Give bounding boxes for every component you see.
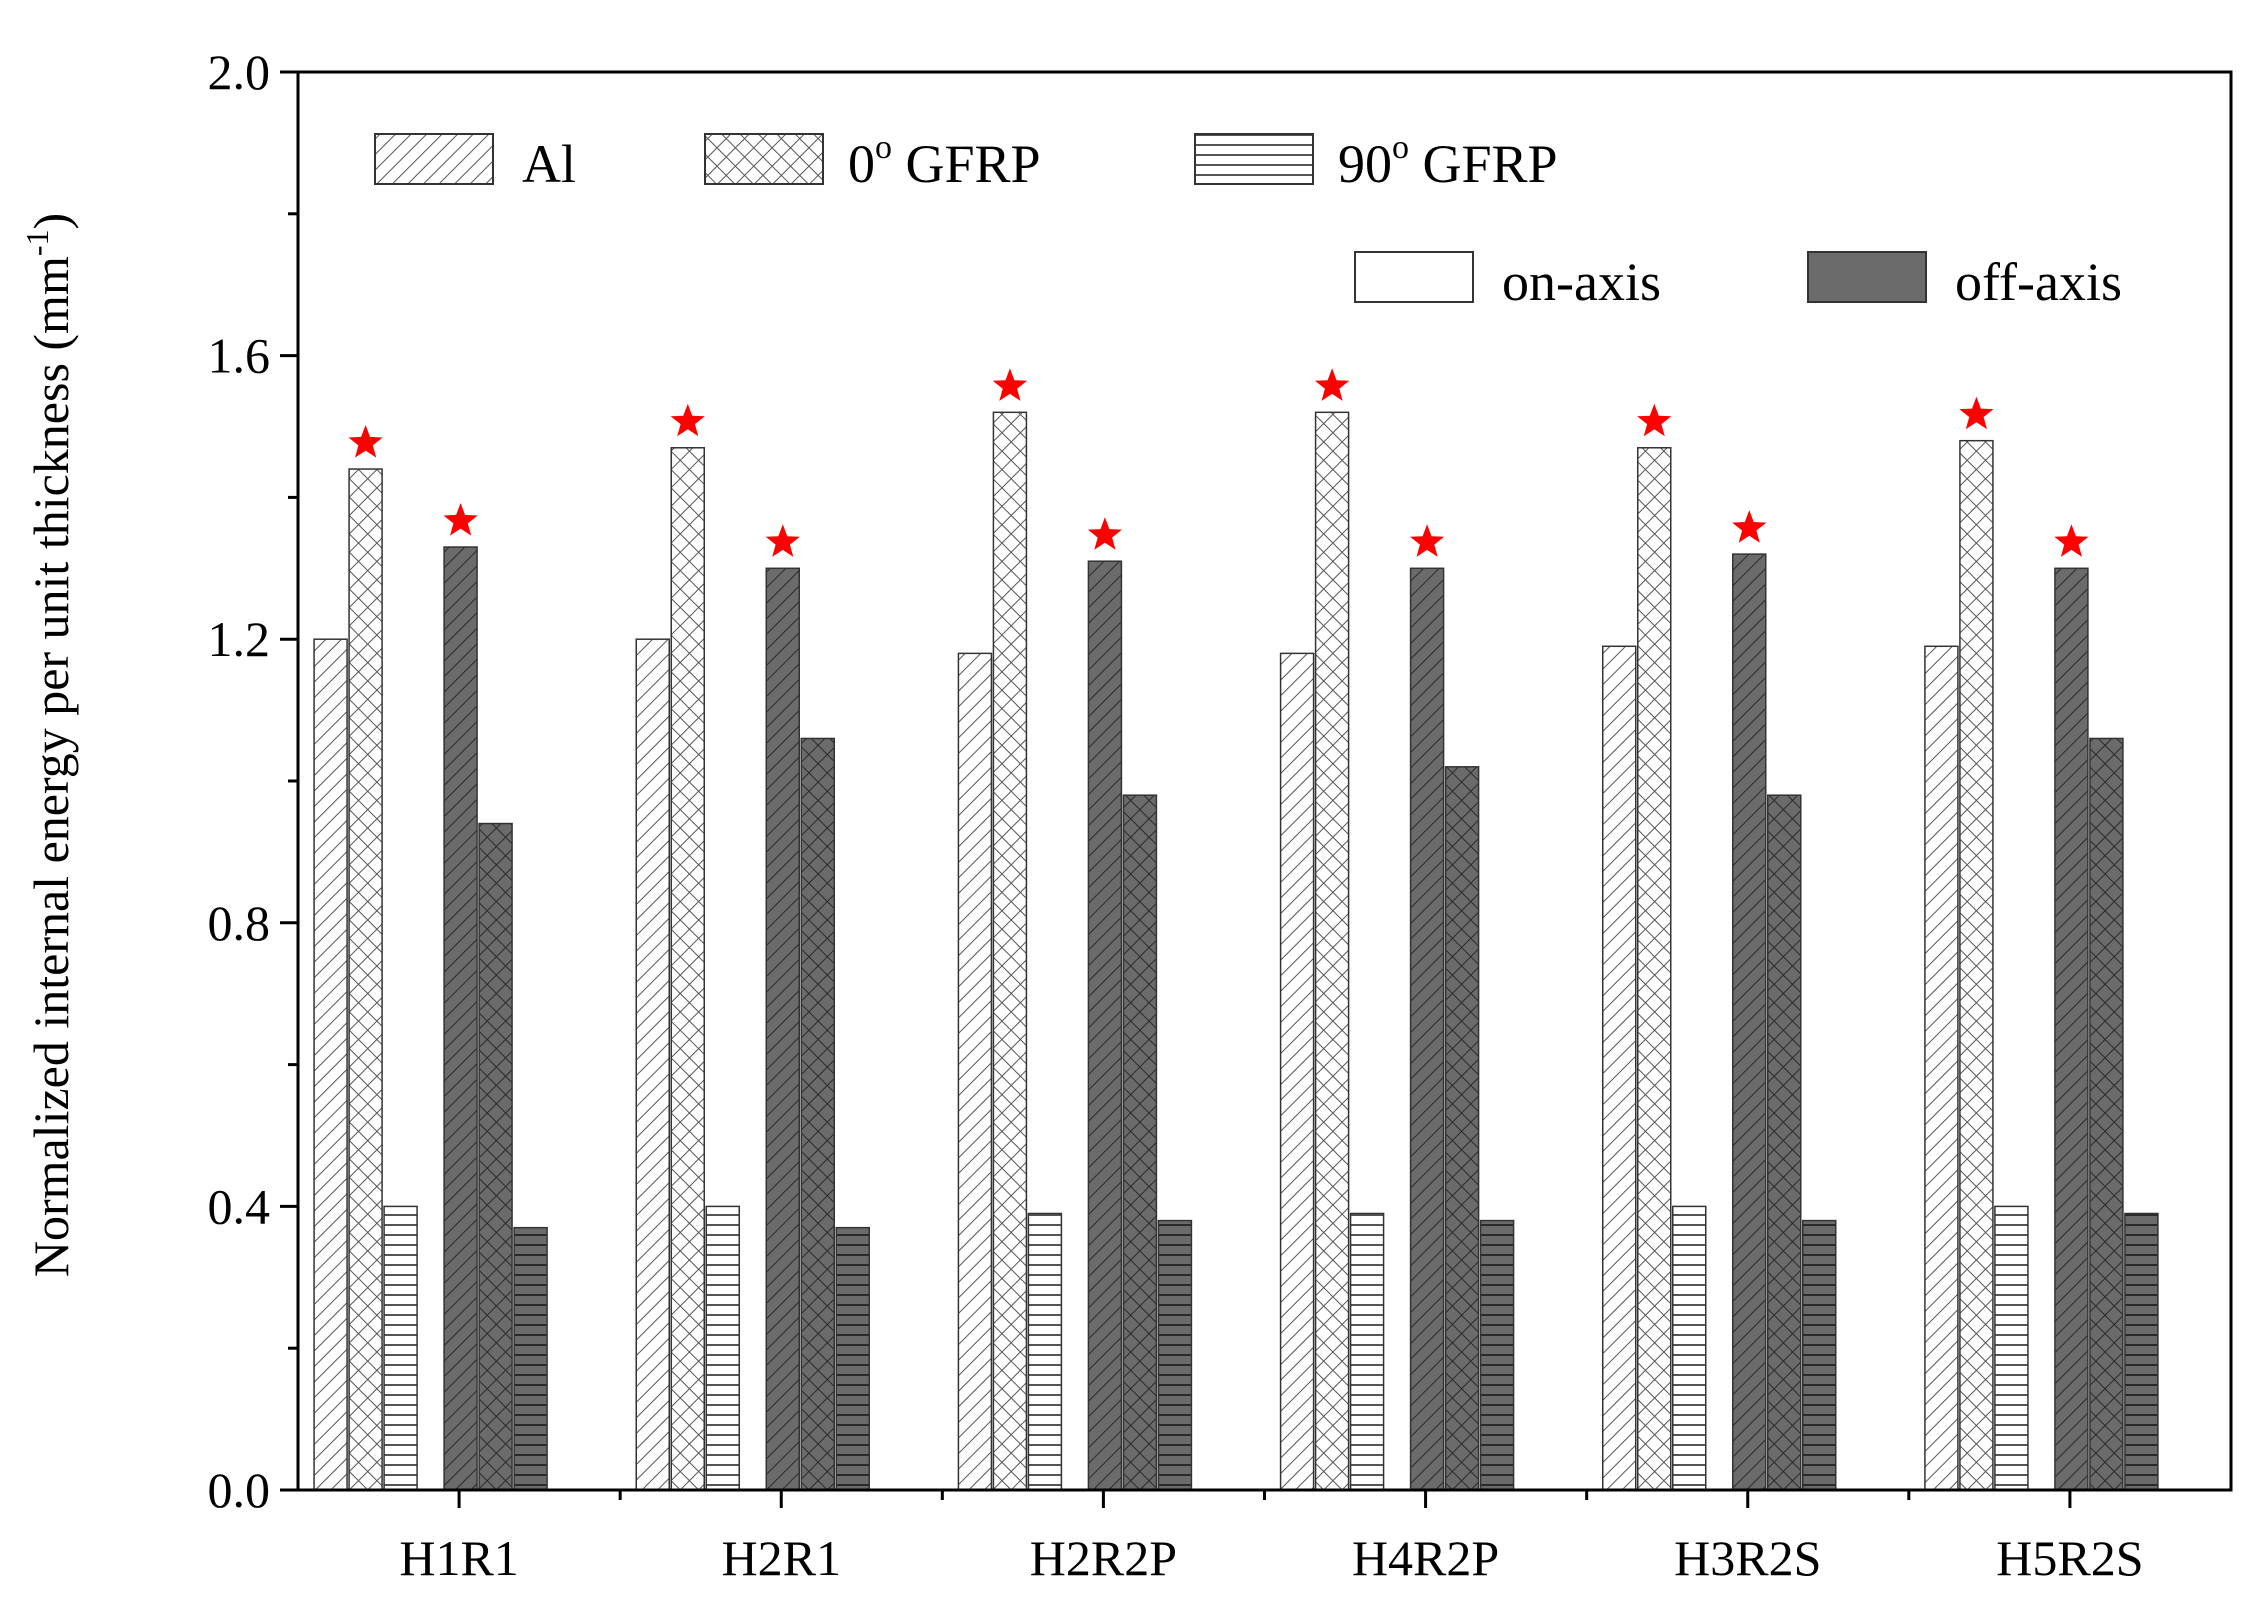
bar-off-axis-horiz [1157, 1219, 1193, 1491]
bar-off-axis-horiz [513, 1226, 548, 1491]
y-tick-label: 0.0 [208, 1462, 271, 1518]
y-tick-label: 1.2 [208, 611, 271, 667]
bar-off-axis-cross [478, 822, 513, 1491]
max-star-icon [348, 425, 383, 458]
bar-off-axis-horiz [1479, 1219, 1515, 1491]
bar-off-axis-cross [1122, 794, 1158, 1491]
max-star-icon [765, 524, 800, 557]
axes-layer: 0.0 0.4 0.8 1.2 1.6 2.0 H1R1 H2R1 H2R2P H4R2P H3R2… [208, 44, 2233, 1586]
y-axis-label-main: Normalized internal energy per unit thic… [23, 256, 79, 1277]
y-axis-label: Normalized internal energy per unit thic… [19, 213, 79, 1277]
max-star-icon [670, 403, 705, 437]
bar-off-axis-cross [1444, 766, 1480, 1491]
y-tick-label: 0.8 [208, 895, 271, 951]
legend-swatch-cross [704, 133, 824, 185]
legend-label-on-axis: on-axis [1502, 252, 1661, 312]
bar-off-axis-diag [2054, 567, 2089, 1491]
x-tick-label: H3R2S [1674, 1530, 1821, 1586]
bar-off-axis-cross [1767, 794, 1802, 1491]
bar-off-axis-diag [443, 546, 478, 1491]
bar-on-axis-horiz [1027, 1212, 1063, 1491]
bar-on-axis-diag [1924, 645, 1959, 1491]
bar-on-axis-horiz [383, 1205, 418, 1491]
legend-label: 90o GFRP [1338, 129, 1558, 194]
bar-off-axis-diag [1732, 553, 1767, 1491]
bar-on-axis-diag [1602, 645, 1637, 1491]
bar-on-axis-diag [635, 638, 670, 1491]
bar-off-axis-horiz [835, 1226, 870, 1491]
bar-on-axis-horiz [1349, 1212, 1385, 1491]
bar-off-axis-cross [2089, 737, 2124, 1491]
bar-off-axis-horiz [2124, 1212, 2159, 1491]
legend-label-off-axis: off-axis [1955, 252, 2122, 312]
bars-layer [313, 411, 2159, 1491]
legend-swatch-off-axis [1807, 251, 1927, 303]
x-tick-label: H2R2P [1030, 1530, 1177, 1586]
bar-on-axis-cross [670, 447, 705, 1491]
max-star-icon [992, 368, 1027, 401]
max-star-icon [443, 503, 478, 536]
bar-on-axis-diag [957, 652, 993, 1491]
legend: Al 0o GFRP 90o GFRP on-axis off-axis [374, 129, 2122, 312]
max-star-icon [1410, 524, 1445, 557]
x-tick-label: H2R1 [722, 1530, 841, 1586]
bar-on-axis-horiz [705, 1205, 740, 1491]
bar-off-axis-diag [1087, 560, 1123, 1491]
bar-off-axis-diag [765, 567, 800, 1491]
bar-off-axis-horiz [1802, 1219, 1837, 1491]
bar-on-axis-cross [992, 411, 1028, 1491]
x-tick-label: H1R1 [399, 1530, 518, 1586]
bar-on-axis-cross [1959, 439, 1994, 1491]
y-tick-label: 1.6 [208, 328, 271, 384]
bar-off-axis-cross [800, 737, 835, 1491]
max-star-icon [1959, 396, 1994, 430]
y-tick-label: 0.4 [208, 1178, 271, 1234]
bar-on-axis-diag [1279, 652, 1315, 1491]
stars-layer [348, 368, 2089, 557]
legend-swatch-on-axis [1354, 251, 1474, 303]
bar-on-axis-cross [1314, 411, 1350, 1491]
x-tick-label: H5R2S [1996, 1530, 2143, 1586]
max-star-icon [1732, 510, 1767, 543]
y-tick-label: 2.0 [208, 44, 271, 100]
legend-swatch-horiz [1194, 133, 1314, 185]
legend-label: Al [522, 134, 576, 194]
bar-on-axis-cross [348, 468, 383, 1491]
max-star-icon [1315, 368, 1350, 401]
max-star-icon [1637, 403, 1672, 437]
bar-on-axis-horiz [1994, 1205, 2029, 1491]
legend-swatch-diag [374, 133, 494, 185]
x-tick-label: H4R2P [1352, 1530, 1499, 1586]
legend-label: 0o GFRP [848, 129, 1041, 194]
bar-on-axis-cross [1637, 447, 1672, 1491]
bar-on-axis-diag [313, 638, 348, 1491]
max-star-icon [2054, 524, 2089, 557]
bar-on-axis-horiz [1672, 1205, 1707, 1491]
bar-off-axis-diag [1409, 567, 1445, 1491]
y-axis-label-suffix: ) [23, 213, 79, 230]
max-star-icon [1087, 517, 1122, 550]
y-axis-label-superscript: -1 [19, 230, 55, 257]
